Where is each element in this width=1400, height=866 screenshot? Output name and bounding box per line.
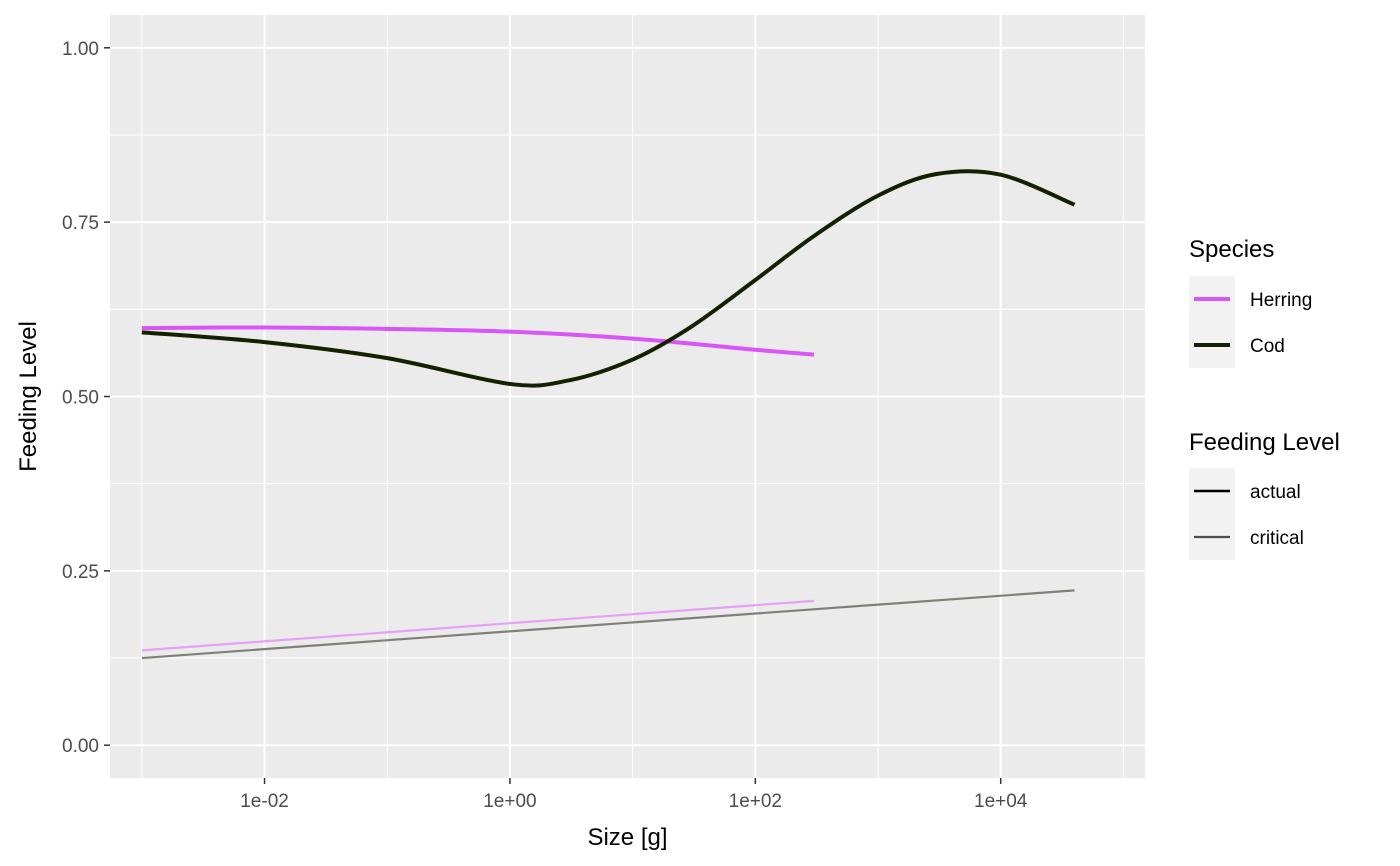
x-tick-label: 1e+02 bbox=[729, 791, 782, 812]
legend-feeding-level-title: Feeding Level bbox=[1189, 429, 1340, 456]
x-tick-label: 1e-02 bbox=[240, 791, 289, 812]
legend-label-herring: Herring bbox=[1250, 290, 1312, 311]
y-axis-title: Feeding Level bbox=[15, 321, 42, 472]
y-tick-label: 0.25 bbox=[62, 562, 99, 583]
legend-label-actual: actual bbox=[1250, 482, 1301, 503]
legend-label-cod: Cod bbox=[1250, 336, 1285, 357]
legend-species: Species Herring Cod bbox=[1189, 236, 1312, 368]
legend-label-critical: critical bbox=[1250, 528, 1304, 549]
y-tick-label: 0.50 bbox=[62, 388, 99, 409]
series-cod-actual-line bbox=[141, 169, 1076, 388]
major-gridlines bbox=[110, 15, 1145, 778]
series-cod-critical-line bbox=[141, 589, 1075, 660]
y-tick-label: 1.00 bbox=[62, 39, 99, 60]
x-tick-label: 1e+04 bbox=[974, 791, 1028, 812]
legend-feeding-level-keys bbox=[1189, 468, 1235, 560]
series-herring-critical-line bbox=[141, 599, 814, 652]
legend-feeding-level: Feeding Level actual critical bbox=[1189, 429, 1340, 560]
series-layer bbox=[141, 169, 1076, 660]
legend-species-keys bbox=[1189, 276, 1235, 368]
axes-layer: 1e-02 1e+00 1e+02 1e+04 0.00 0.25 0.50 0.75 1.00 bbox=[62, 39, 1028, 812]
series-herring-actual-line bbox=[141, 325, 815, 357]
y-tick-label: 0.00 bbox=[62, 736, 99, 757]
legend-species-title: Species bbox=[1189, 236, 1274, 263]
x-axis-title: Size [g] bbox=[587, 824, 667, 851]
y-tick-label: 0.75 bbox=[62, 213, 99, 234]
x-tick-label: 1e+00 bbox=[483, 791, 536, 812]
